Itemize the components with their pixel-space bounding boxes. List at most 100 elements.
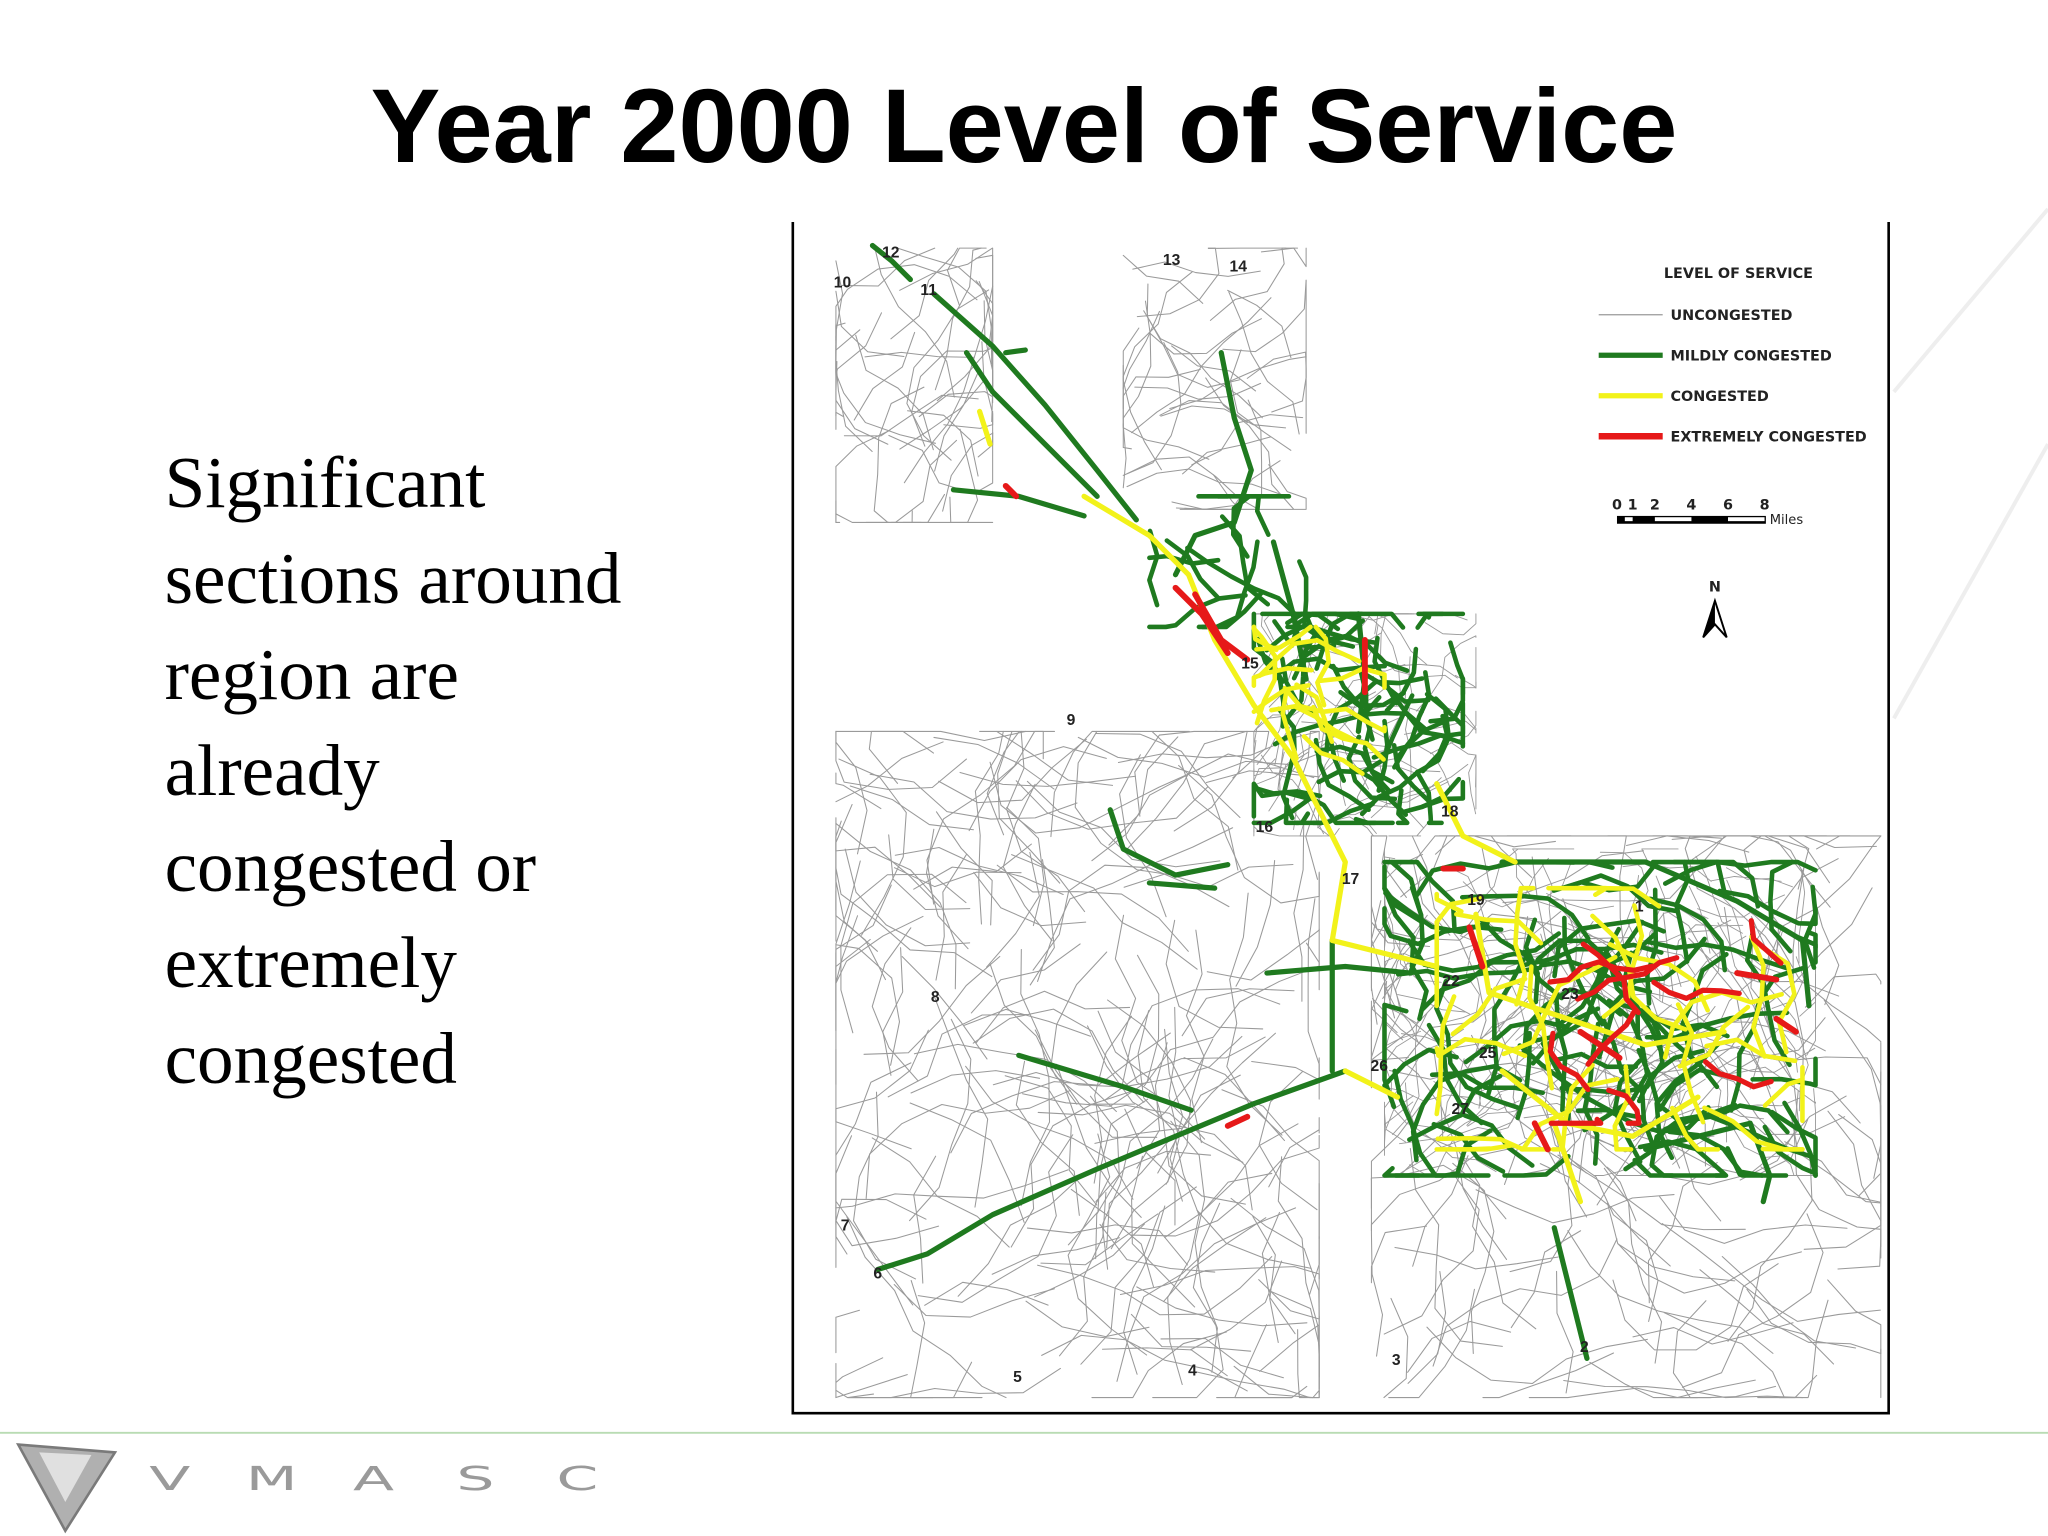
road	[1575, 955, 1680, 1002]
road	[835, 1165, 914, 1306]
road	[1233, 1365, 1320, 1399]
road	[1020, 948, 1051, 1207]
road	[1006, 730, 1086, 913]
road	[835, 429, 891, 523]
body-line: already	[165, 730, 381, 811]
road	[863, 955, 1001, 1055]
road	[835, 1170, 848, 1255]
road	[934, 996, 989, 1208]
legend: LEVEL OF SERVICE UNCONGESTED MILDLY CONGE…	[1598, 266, 1867, 445]
road	[835, 500, 841, 523]
road	[1384, 1047, 1508, 1260]
road	[1453, 1143, 1514, 1152]
road	[1563, 1380, 1804, 1399]
road	[1025, 1300, 1150, 1338]
road	[1179, 474, 1241, 510]
road	[1382, 864, 1423, 924]
road	[1777, 942, 1882, 1043]
road	[1669, 1105, 1721, 1152]
road	[1307, 898, 1320, 1100]
road	[1434, 781, 1518, 865]
road	[957, 1174, 1084, 1297]
road	[1727, 1158, 1813, 1342]
road	[1215, 494, 1271, 538]
road	[1371, 733, 1466, 760]
node-label: 9	[1067, 712, 1076, 729]
road	[1003, 347, 1028, 356]
road	[1293, 730, 1320, 801]
road	[986, 852, 1040, 968]
road	[1294, 811, 1322, 826]
road	[1435, 1135, 1552, 1152]
road	[934, 370, 980, 472]
node-label: 4	[1188, 1362, 1197, 1379]
road	[1097, 1010, 1246, 1205]
road	[1169, 356, 1307, 410]
road	[1509, 1100, 1576, 1273]
road	[835, 817, 878, 952]
node-label: 11	[920, 282, 937, 299]
road	[1802, 884, 1818, 970]
road	[1632, 1157, 1728, 1178]
road	[1661, 1223, 1881, 1322]
road	[888, 834, 971, 911]
road	[931, 291, 1139, 523]
road	[1261, 1211, 1296, 1335]
road	[864, 351, 975, 358]
road	[1340, 733, 1370, 790]
road	[1827, 1110, 1882, 1222]
road	[1546, 885, 1609, 898]
road	[1277, 744, 1305, 1002]
road	[992, 1035, 1243, 1088]
road	[1397, 994, 1466, 1013]
road	[979, 730, 1044, 760]
road	[1181, 988, 1295, 1037]
road	[1269, 704, 1359, 744]
road	[1424, 613, 1477, 636]
node-label: 15	[1241, 656, 1259, 673]
road	[1370, 1177, 1384, 1357]
road	[972, 1008, 1145, 1103]
road	[1264, 963, 1414, 976]
road	[1119, 754, 1167, 918]
road	[934, 247, 982, 391]
logo-triangle-inner	[39, 1452, 92, 1503]
road	[1131, 297, 1272, 434]
road	[1282, 685, 1387, 734]
road	[1309, 1183, 1320, 1295]
road	[1313, 737, 1371, 813]
road	[1101, 1038, 1214, 1270]
road	[973, 871, 1087, 927]
road	[1703, 1112, 1818, 1178]
north-label: N	[1709, 580, 1721, 596]
road	[1016, 1052, 1194, 1113]
road	[1041, 1334, 1248, 1392]
node-label: 14	[1229, 259, 1247, 276]
road	[1431, 1121, 1506, 1174]
road	[1561, 1152, 1659, 1323]
road	[1626, 875, 1696, 976]
road	[935, 853, 968, 981]
road	[906, 289, 990, 461]
road	[1766, 835, 1882, 966]
road	[1612, 1263, 1779, 1351]
road	[1409, 1147, 1503, 1347]
road	[1675, 1002, 1706, 1125]
road	[913, 843, 1032, 890]
road	[1034, 1029, 1158, 1138]
road	[835, 1309, 860, 1354]
slide-title: Year 2000 Level of Service	[371, 68, 1678, 185]
road	[1434, 978, 1523, 1111]
road	[1126, 468, 1283, 496]
road	[1702, 1059, 1774, 1090]
road	[1383, 1297, 1409, 1399]
road	[1392, 763, 1469, 800]
road	[1122, 368, 1201, 489]
road	[1709, 1047, 1816, 1073]
road	[835, 1135, 853, 1268]
road	[1192, 591, 1251, 663]
road-network	[835, 242, 1882, 1399]
road	[1551, 1120, 1584, 1205]
